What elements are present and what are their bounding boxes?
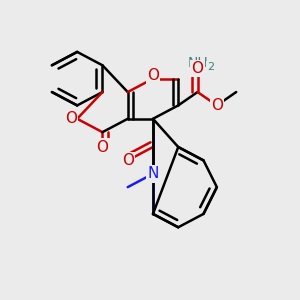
Text: O: O <box>122 153 134 168</box>
Text: O: O <box>64 111 76 126</box>
Text: 2: 2 <box>207 62 214 72</box>
Text: N: N <box>147 166 159 181</box>
Text: NH: NH <box>187 56 208 70</box>
Text: O: O <box>211 98 223 113</box>
Text: O: O <box>96 140 108 154</box>
Text: O: O <box>192 61 204 76</box>
Text: O: O <box>147 68 159 82</box>
